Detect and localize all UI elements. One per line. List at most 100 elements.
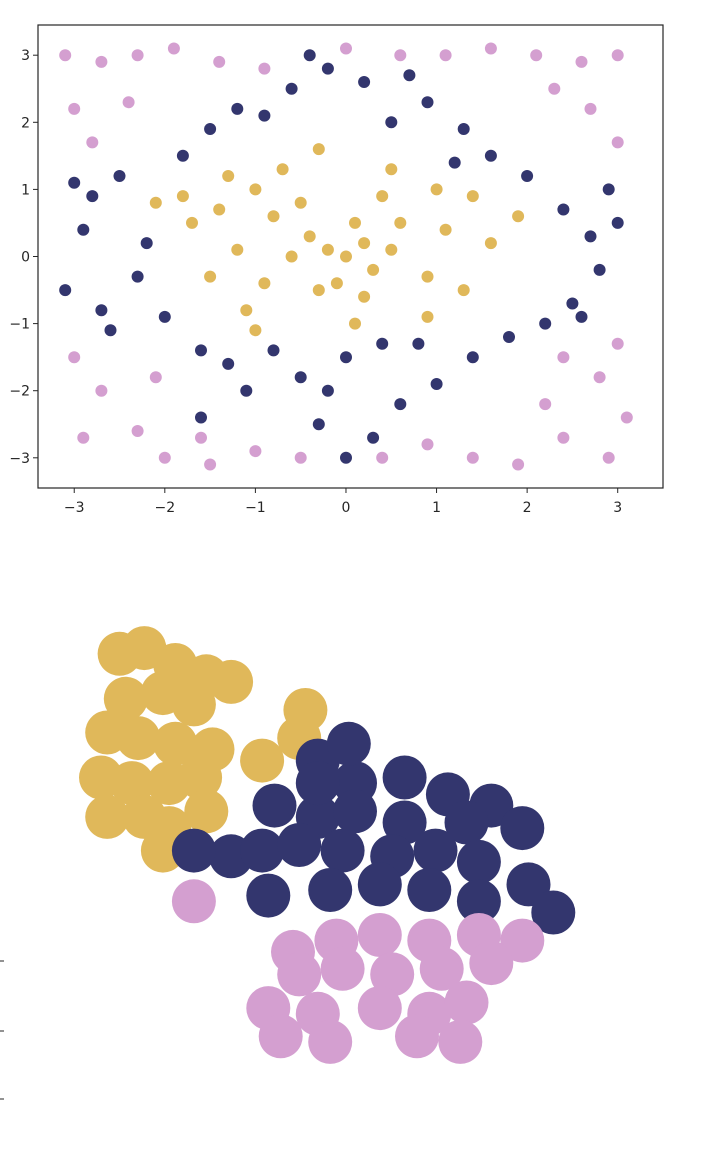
scatter-point (222, 170, 235, 182)
scatter-point (131, 49, 144, 62)
scatter-point (466, 351, 479, 364)
scatter-point (457, 284, 470, 297)
scatter-point (285, 82, 298, 95)
scatter-point (195, 431, 207, 444)
scatter-point (611, 337, 624, 350)
scatter-point (430, 378, 443, 390)
embedding-point (178, 755, 223, 800)
scatter-point (484, 237, 497, 250)
x-tick-label: 1 (432, 500, 441, 516)
embedding-point (395, 1014, 439, 1059)
scatter-point (448, 156, 461, 169)
embedding-point (277, 952, 322, 997)
embedding-point (370, 952, 415, 997)
top-scatter-points (59, 42, 633, 471)
scatter-point (385, 243, 398, 256)
scatter-point (122, 96, 135, 109)
scatter-point (86, 136, 99, 149)
embedding-point (140, 828, 185, 873)
scatter-point (367, 263, 380, 276)
embedding-point (444, 800, 489, 845)
scatter-point (249, 445, 262, 458)
scatter-point (430, 183, 443, 196)
scatter-point (539, 398, 552, 411)
scatter-point (340, 351, 352, 364)
scatter-point (584, 230, 597, 243)
scatter-point (340, 451, 352, 464)
scatter-point (530, 49, 543, 62)
embedding-point (438, 1019, 483, 1064)
embedding-point (500, 806, 545, 851)
scatter-point (321, 62, 334, 75)
scatter-point (231, 102, 244, 115)
scatter-point (59, 49, 72, 62)
scatter-point (512, 210, 525, 223)
embedding-point (171, 828, 216, 873)
scatter-point (394, 398, 407, 411)
scatter-point (321, 384, 334, 397)
scatter-point (611, 136, 624, 149)
embedding-point (413, 828, 458, 873)
scatter-point (584, 102, 597, 115)
y-tick-label: 0 (21, 250, 30, 266)
embedding-point (116, 716, 161, 761)
y-tick-label: −3 (9, 451, 30, 467)
embedding-point (357, 986, 402, 1031)
scatter-point (575, 310, 588, 323)
scatter-point (167, 42, 180, 55)
scatter-point (95, 304, 108, 317)
scatter-point (593, 263, 606, 276)
embedding-point (295, 761, 340, 806)
embedding-point (110, 761, 154, 806)
bottom-scatter-plot (0, 626, 576, 1100)
scatter-point (376, 451, 389, 464)
scatter-point (412, 337, 425, 350)
scatter-point (394, 216, 407, 229)
scatter-point (349, 317, 361, 330)
scatter-point (557, 351, 570, 364)
x-tick-label: −3 (64, 500, 85, 516)
scatter-point (620, 411, 633, 424)
scatter-point (439, 223, 452, 236)
scatter-point (213, 55, 226, 68)
scatter-point (249, 183, 262, 196)
scatter-point (358, 237, 371, 250)
scatter-point (421, 96, 434, 109)
scatter-point (557, 431, 570, 444)
x-tick-label: −2 (154, 500, 175, 516)
scatter-point (611, 216, 624, 229)
scatter-point (503, 331, 515, 343)
scatter-point (77, 223, 90, 236)
x-axis-ticks: −3 −2 −1 0 1 2 3 (64, 488, 622, 516)
scatter-point (303, 230, 316, 243)
scatter-point (611, 49, 624, 62)
scatter-point (195, 411, 207, 424)
scatter-point (512, 458, 525, 471)
scatter-point (240, 304, 253, 317)
embedding-point (103, 676, 148, 721)
scatter-point (340, 250, 352, 263)
embedding-point (382, 755, 427, 800)
embedding-point (382, 800, 427, 845)
x-tick-label: 2 (523, 500, 532, 516)
scatter-point (68, 351, 81, 364)
scatter-point (593, 371, 606, 384)
embedding-point (171, 682, 216, 727)
scatter-point (539, 317, 552, 330)
embedding-point (500, 918, 545, 963)
embedding-point (407, 868, 452, 912)
scatter-point (557, 203, 570, 216)
embedding-point (308, 1019, 353, 1064)
embedding-point (258, 1014, 303, 1059)
scatter-point (86, 190, 99, 203)
y-axis-ticks: −3 −2 −1 0 1 2 3 (9, 48, 38, 467)
scatter-point (131, 425, 144, 437)
scatter-point (394, 49, 407, 62)
scatter-point (77, 431, 90, 444)
embedding-point (246, 873, 291, 918)
embedding-point (240, 828, 285, 873)
top-scatter-plot: −3 −2 −1 0 1 2 3 −3 −2 −1 0 1 2 3 (9, 24, 664, 516)
embedding-point (469, 941, 514, 986)
scatter-point (267, 210, 280, 223)
